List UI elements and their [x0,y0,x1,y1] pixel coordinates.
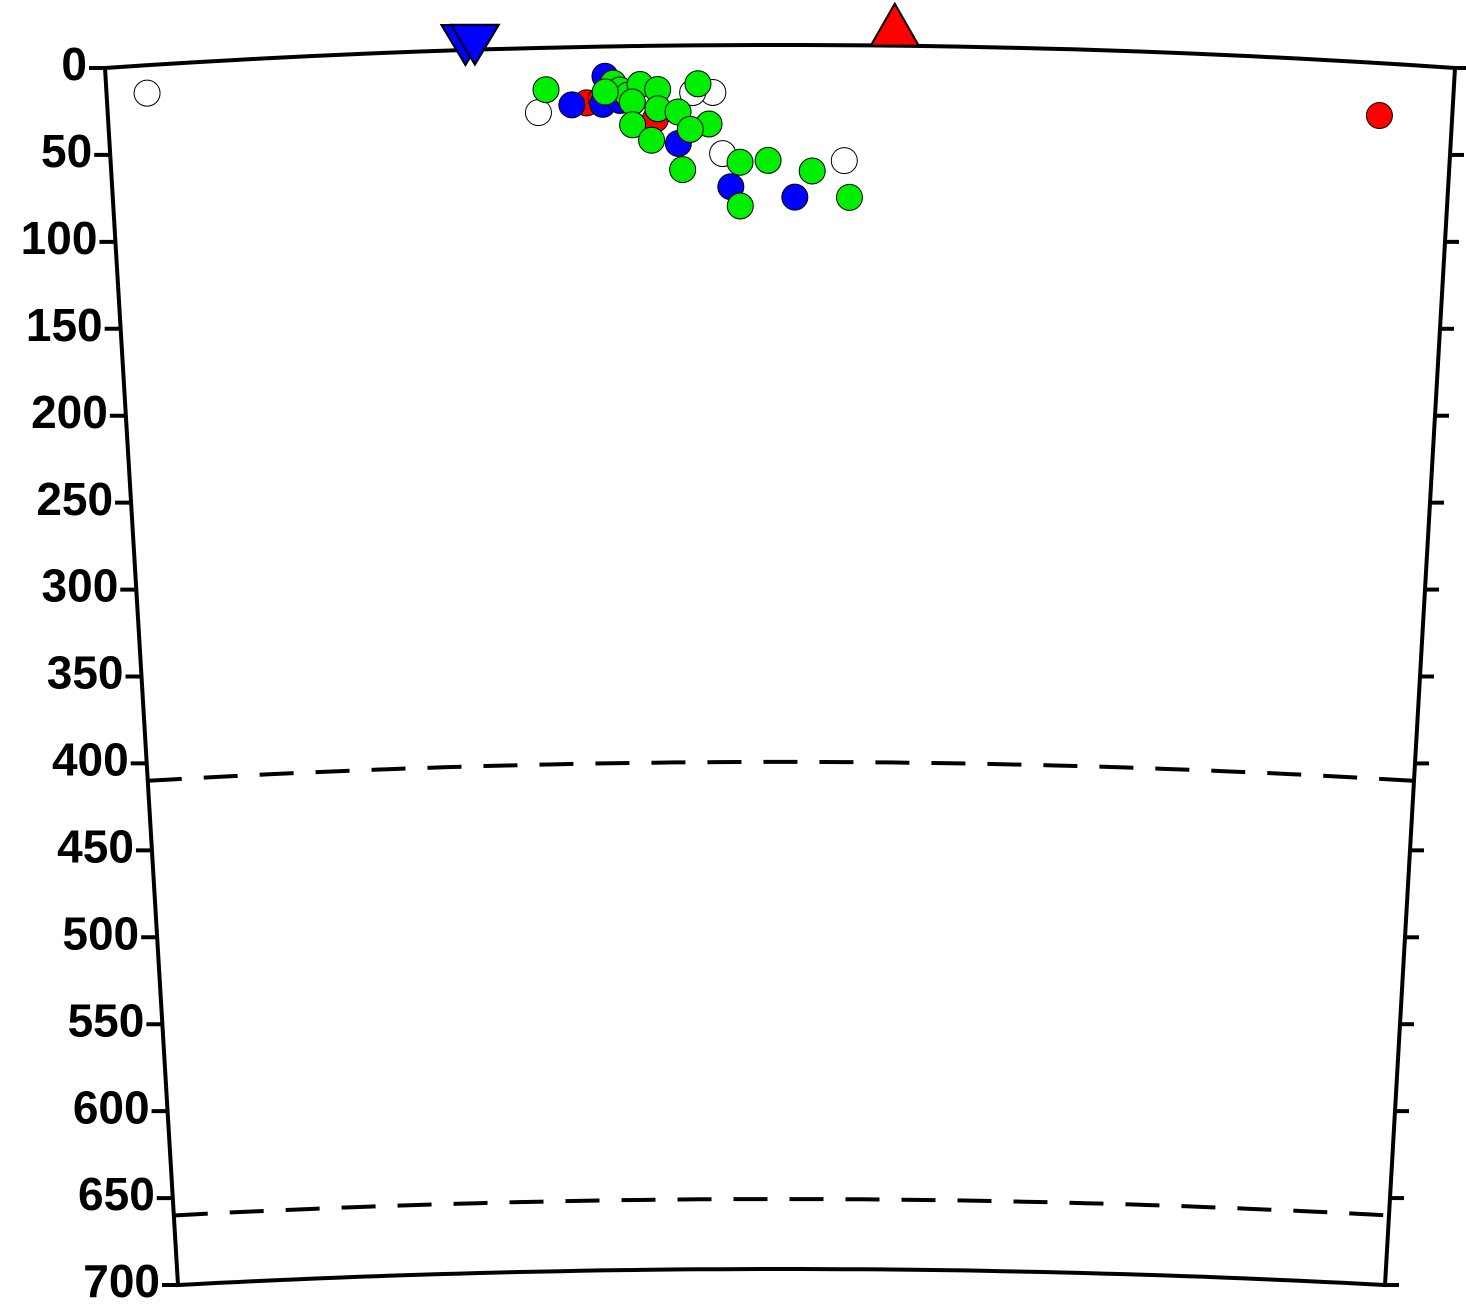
reference-line [173,1197,1390,1218]
y-tick-label: 450 [57,821,134,873]
y-tick-label: 600 [73,1081,150,1133]
y-tick-label: 0 [61,38,87,90]
y-tick-label: 650 [78,1168,155,1220]
event [684,70,712,98]
y-tick-label: 150 [26,299,103,351]
event [798,157,826,185]
event [754,146,782,174]
event [830,147,858,175]
event [618,88,646,116]
y-tick-label: 700 [83,1255,160,1307]
y-tick-label: 50 [41,125,92,177]
event [726,192,754,220]
y-tick-label: 350 [47,647,124,699]
event [781,183,809,211]
event [532,76,560,104]
y-tick-label: 400 [52,734,129,786]
event [619,111,647,139]
y-tick-label: 550 [68,994,145,1046]
event [638,126,666,154]
event [726,148,754,176]
event [524,99,552,127]
event [669,156,697,184]
event [591,78,619,106]
event [835,183,863,211]
y-tick-label: 100 [21,212,98,264]
section-frame [102,43,1458,1288]
y-tick-label: 500 [62,907,139,959]
event [1365,102,1393,130]
station [869,1,921,47]
reference-line [147,759,1415,783]
y-tick-label: 250 [36,473,113,525]
y-tick-label: 200 [31,386,108,438]
y-tick-label: 300 [42,560,119,612]
station [449,23,501,67]
event [133,79,161,107]
event [558,91,586,119]
event [676,115,704,143]
